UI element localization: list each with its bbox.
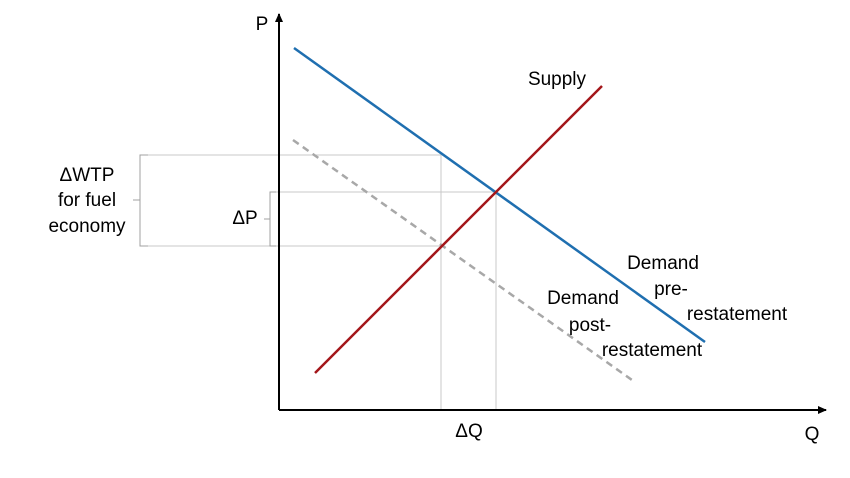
- y-axis-label: P: [256, 14, 269, 35]
- demand-pre-label: Demand: [627, 253, 699, 274]
- wtp-label: ΔWTP: [60, 165, 115, 186]
- demand-post-label: Demand: [547, 288, 619, 309]
- demand-pre-label: pre-: [654, 279, 688, 300]
- demand-post-label: restatement: [602, 340, 703, 361]
- wtp-bracket: [133, 154, 148, 247]
- wtp-label: economy: [48, 216, 126, 237]
- x-axis-label: Q: [805, 424, 820, 445]
- demand-post-label: post-: [569, 315, 611, 336]
- demand-pre-curve: [293, 46, 706, 344]
- wtp-label: for fuel: [58, 190, 116, 211]
- guide-lines: [140, 154, 497, 410]
- delta-p-label: ΔP: [232, 208, 257, 229]
- demand-post-curve: [292, 138, 633, 382]
- demand-pre-label: restatement: [687, 304, 788, 325]
- supply-curve: [314, 85, 603, 374]
- supply-label: Supply: [528, 69, 587, 90]
- delta-q-label: ΔQ: [455, 421, 482, 442]
- p-bracket: [264, 191, 276, 247]
